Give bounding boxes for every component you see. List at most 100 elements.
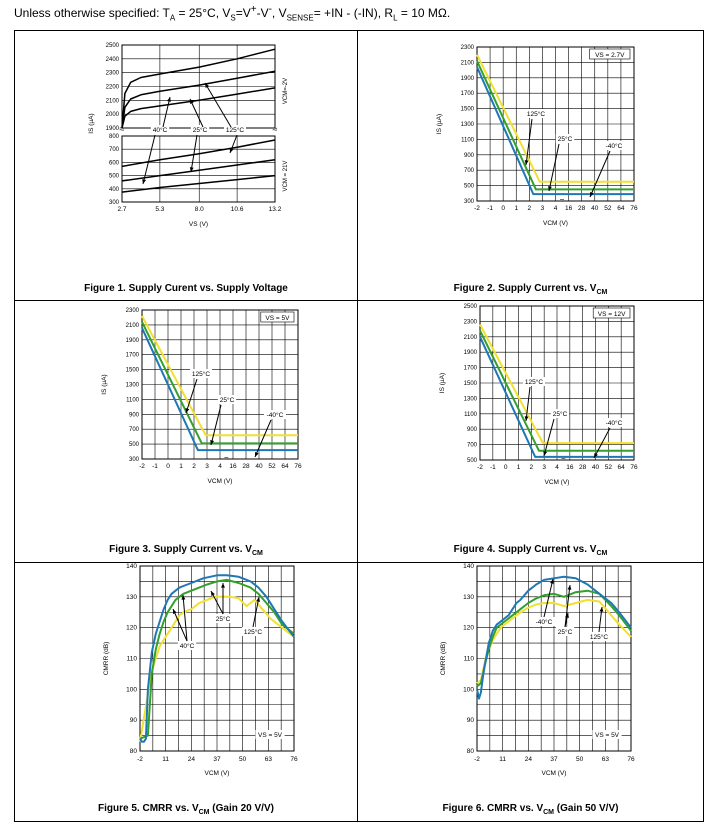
fig5-xtick-3: 37 [213,756,221,763]
fig6-ylabel: CMRR (dB) [440,642,447,676]
fig4-xtick-5: 3 [542,464,546,471]
fig4-line-green [479,330,634,452]
sheet-border-bottom [14,821,704,822]
fig6-legend-bg [592,730,622,739]
figure-6-chart: 140 130 120 110 100 90 80-2 11 24 37 50 63 76 VCM (V)… [440,563,635,777]
fig5-ytick-4: 100 [126,686,137,693]
fig2-ytick-1: 2100 [461,60,475,66]
fig3-axis-break: ≈ [224,454,229,463]
fig1-frame-bottom [121,135,276,203]
fig3-ytick-10: 300 [129,457,140,463]
fig4-ytick-4: 1700 [464,366,478,372]
fig3-arrow-25c-head [210,440,215,445]
fig1-xtick-2: 8.0 [195,206,204,213]
fig1-line-bottom-2 [121,174,276,193]
fig5-ytick-0: 140 [126,563,137,570]
figure-4-caption: Figure 4. Supply Current vs. VCM [453,544,608,557]
fig2-arrow-125c-head [524,160,529,165]
fig5-arrow-0-1-head [211,591,215,596]
fig1-arrow-125c-bot-head [229,148,234,153]
fig5-label-0-bg [213,614,233,623]
fig2-xtick-8: 28 [578,205,586,212]
fig5-arrow-2-1-shaft [172,608,188,642]
fig5-arrow-2-0-head [181,595,186,600]
fig3-xtick-6: 4 [218,463,222,470]
fig3-legend-box [260,311,295,323]
fig2-axis-break: ≈ [560,196,565,205]
fig2-ytick-8: 700 [464,168,475,174]
fig2-arrow-40c-head [590,192,594,197]
fig5-xtick-6: 76 [290,756,298,763]
fig3-xtick-4: 2 [192,463,196,470]
fig1-arrow-125c-top-head [205,83,210,88]
fig6-legend: VS = 5V [595,732,620,739]
fig2-frame [476,46,635,202]
fig2-xtick-9: 40 [591,205,599,212]
fig6-ytick-1: 130 [463,594,474,601]
fig1-arrow-40c-top-head [167,97,171,102]
fig6-xtick-1: 11 [499,756,506,763]
figure-4-cell: 2500 2300 2100 1900 1700 1500 1300 1100 900 700 50… [358,301,703,562]
fig2-xtick-12: 76 [630,205,638,212]
fig6-xlabel: VCM (V) [542,770,567,777]
fig5-label-2-bg [177,641,197,650]
fig1-ytick-bot: 600 [109,160,120,166]
fig4-ytick-9: 700 [467,443,478,449]
fig3-ytick-7: 900 [129,412,140,418]
fig5-legend-bg [255,730,285,739]
fig6-ytick-2: 120 [463,625,474,632]
figure-sheet: 2500 2400 2300 2200 2100 2000 1900 800 700 600 500… [14,30,704,822]
figure-6-cell: 140 130 120 110 100 90 80 -2 11 24 37 50 63 76 VCM (V)… [358,563,703,821]
fig3-ylabel: IS (µA) [101,374,108,394]
fig3-arrow-125c-head [185,408,190,413]
fig4-label-40c: -40°C [606,419,623,427]
sheet-border-right [703,30,704,822]
fig1-top-condition: VCM=-2V [283,78,289,104]
fig1-label-25c: 25°C [193,126,208,134]
fig2-ytick-5: 1300 [461,122,475,128]
fig6-xtick-3: 37 [550,756,558,763]
fig2-legend: VS = 2.7V [595,52,625,59]
fig1-label-40c: 40°C [153,126,168,134]
fig4-arrow-40c-head [594,453,598,458]
fig1-ytick-top: 1900 [106,126,120,132]
fig3-ytick-6: 1100 [126,397,140,403]
figure-6-caption: Figure 6. CMRR vs. VCM (Gain 50 V/V) [442,803,619,816]
fig1-arrow-25c-bot-shaft [190,134,198,173]
fig6-ytick-0: 140 [463,563,474,570]
fig3-xtick-3: 1 [179,463,183,470]
fig6-label-0: -40°C [536,618,553,626]
fig1-arrow-40c-bot-shaft [142,134,156,185]
fig2-ylabel: IS (µA) [436,114,443,134]
fig4-arrow-25c-shaft [543,418,555,457]
figure-3-caption: Figure 3. Supply Current vs. VCM [109,544,263,557]
fig4-xtick-2: 0 [504,464,508,471]
fig1-label-25c-bg [190,125,210,134]
fig6-ytick-4: 100 [463,686,474,693]
fig4-xtick-12: 76 [630,464,638,471]
fig6-arrow-2-0-head [599,607,604,612]
fig1-arrow-40c-bot-head [142,179,146,184]
fig4-ytick-10: 500 [467,458,478,464]
fig4-line-yellow [479,324,634,445]
fig2-ytick-0: 2300 [461,45,475,51]
fig1-bottom-condition: VCM = 21V [283,161,289,192]
fig4-xtick-6: 4 [555,464,559,471]
fig3-ytick-0: 2300 [126,308,140,314]
fig1-xtick-4: 13.2 [269,206,282,213]
figure-5-cell: 140 130 120 110 100 90 80 -2 11 24 37 50 63 76 VCM (V)… [15,563,357,821]
fig6-line-green [476,589,632,688]
fig5-label-0: 25°C [216,615,231,623]
fig2-label-125c: 125°C [527,110,545,118]
fig3-ytick-8: 700 [129,427,140,433]
sheet-divider-vertical [357,30,358,822]
fig1-ytick-top: 2200 [106,85,120,91]
fig5-arrow-0-0-head [221,583,225,588]
fig3-xtick-9: 40 [255,463,263,470]
figure-1-caption: Figure 1. Supply Curent vs. Supply Volta… [84,283,288,294]
fig5-line-yellow [139,595,295,742]
fig5-xtick-4: 50 [239,756,247,763]
fig1-label-125c: 125°C [226,126,244,134]
fig3-ytick-2: 1900 [126,338,140,344]
fig1-label-125c-bg [224,125,246,134]
